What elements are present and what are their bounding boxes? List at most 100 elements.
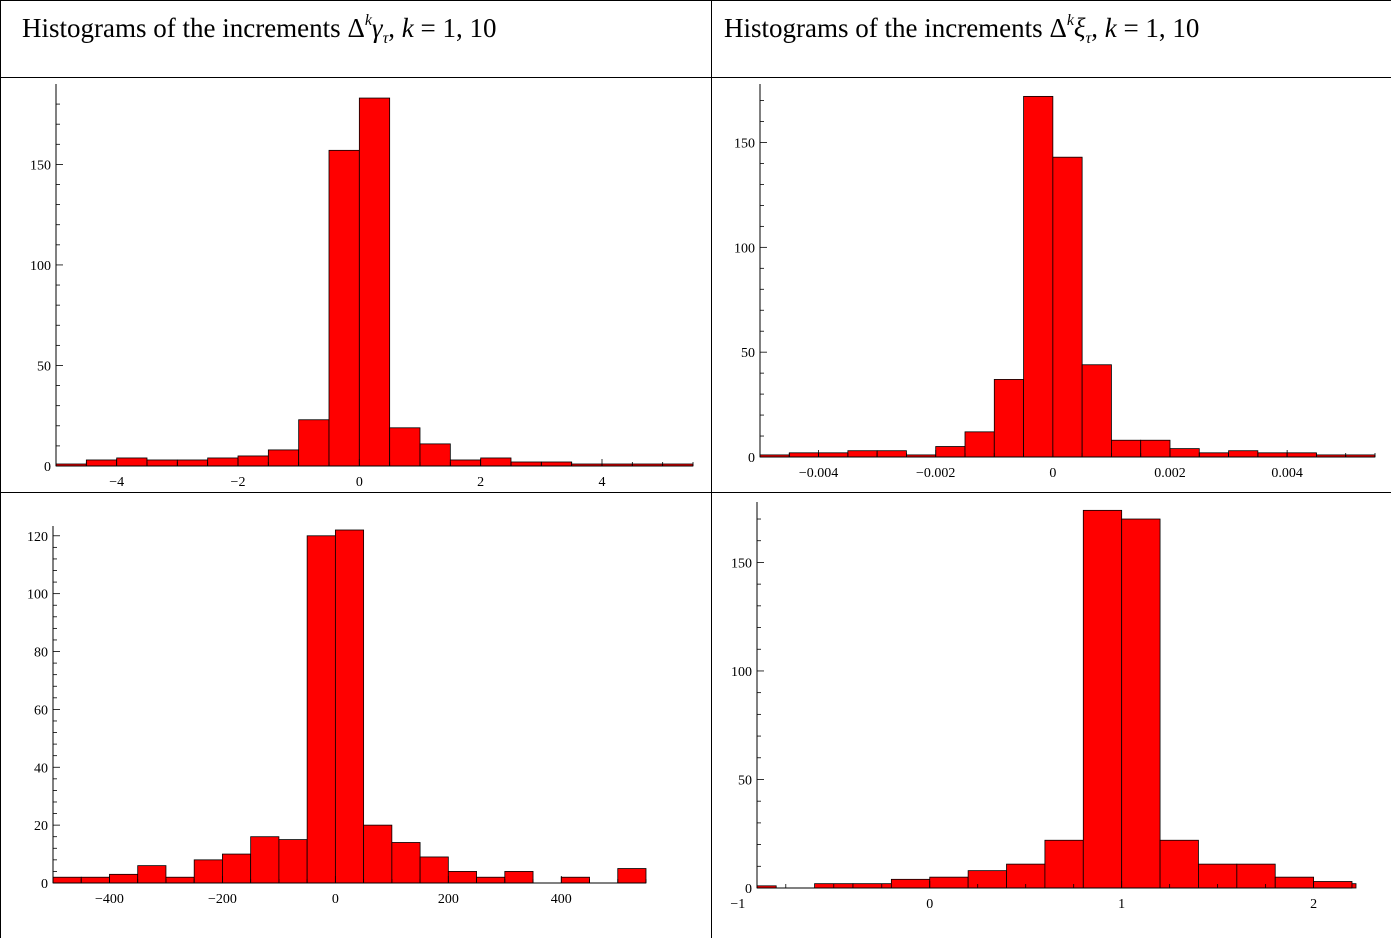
y-tick-label: 100 <box>731 665 752 680</box>
y-tick-label: 0 <box>745 882 752 897</box>
y-tick-label: 100 <box>27 588 48 603</box>
histogram-bar <box>1236 863 1276 889</box>
histogram-bar <box>278 839 308 884</box>
x-tick-label: −1 <box>730 897 745 912</box>
histogram-bar <box>1082 509 1123 889</box>
histogram-bar <box>929 876 969 889</box>
histogram-bar <box>1257 452 1288 458</box>
y-tick-label: 120 <box>27 530 48 545</box>
histogram-bar <box>176 459 209 467</box>
x-tick-label: −200 <box>208 892 237 907</box>
histogram-bar <box>391 842 421 884</box>
histogram-bar <box>1274 876 1315 889</box>
histogram-bar <box>852 883 892 889</box>
histogram-bar <box>137 865 167 884</box>
histogram-bar <box>1286 452 1317 458</box>
histogram-bar <box>298 419 330 467</box>
plot-row-divider <box>0 492 1391 493</box>
y-tick-label: 150 <box>734 137 755 152</box>
x-tick-label: 1 <box>1118 897 1125 912</box>
y-tick-label: 100 <box>30 259 51 274</box>
header-right-k: k <box>1104 13 1117 43</box>
header-right-sup: k <box>1066 12 1074 29</box>
y-tick-label: 60 <box>34 703 48 718</box>
header-right-sub: τ <box>1085 30 1092 47</box>
histogram-bar <box>419 856 449 884</box>
x-tick-label: −0.004 <box>799 466 838 481</box>
header-row-divider <box>0 77 1391 78</box>
histogram-bar <box>890 878 931 889</box>
histogram-xi-k1: 0 50 100 150 −0.004 −0.002 0 0.002 0.004 <box>734 84 1376 481</box>
histogram-bar <box>306 535 336 884</box>
histogram-bar <box>193 859 223 884</box>
x-tick-label: 2 <box>1310 897 1317 912</box>
header-left-delta: Δ <box>347 13 365 43</box>
column-divider <box>711 0 712 938</box>
histogram-bar <box>1313 881 1353 889</box>
histogram-bar <box>116 457 148 467</box>
histogram-bar <box>1159 839 1199 889</box>
histogram-bar <box>480 457 512 467</box>
histogram-bar <box>80 876 110 884</box>
histogram-bar <box>967 870 1007 889</box>
histogram-bar <box>334 529 365 884</box>
x-tick-label: −400 <box>95 892 124 907</box>
histogram-bar <box>222 853 252 884</box>
table-top-border <box>0 0 1391 1</box>
histogram-bar <box>358 97 391 467</box>
x-tick-label: 0 <box>1049 466 1056 481</box>
header-left-rest: = 1, 10 <box>413 13 497 43</box>
y-tick-label: 50 <box>741 346 755 361</box>
x-tick-label: −0.002 <box>916 466 955 481</box>
histogram-bar <box>1023 95 1054 458</box>
x-tick-label: −4 <box>109 475 124 490</box>
header-right-rest: = 1, 10 <box>1116 13 1200 43</box>
histogram-bar <box>250 836 280 884</box>
x-tick-label: 400 <box>551 892 572 907</box>
y-tick-label: 150 <box>30 158 51 173</box>
histogram-bar <box>1169 448 1200 458</box>
histogram-bar <box>876 450 907 458</box>
header-right-symbol: ξ <box>1073 13 1086 43</box>
histogram-bar <box>1140 439 1171 458</box>
histogram-bar <box>476 876 506 884</box>
x-tick-label: 0 <box>356 475 363 490</box>
x-tick-label: 0.002 <box>1154 466 1186 481</box>
histogram-bar <box>85 459 118 467</box>
histogram-bar <box>847 450 878 458</box>
histogram-bar <box>1052 156 1083 458</box>
histogram-bar <box>788 452 819 458</box>
histogram-bar <box>993 379 1024 458</box>
histogram-bar <box>1228 450 1259 458</box>
histogram-bar <box>237 455 269 467</box>
table-left-border <box>0 0 1 938</box>
histogram-bar <box>146 459 178 467</box>
histogram-gamma-k10: 0 20 40 60 80 100 120 −400 −200 0 200 400 <box>27 526 647 907</box>
histogram-bar <box>363 824 393 884</box>
y-tick-label: 50 <box>738 773 752 788</box>
histogram-bar <box>165 876 195 884</box>
y-tick-label: 100 <box>734 241 755 256</box>
y-tick-label: 0 <box>748 451 755 466</box>
header-left: Histograms of the increments Δkγτ, k = 1… <box>22 12 497 47</box>
y-tick-label: 150 <box>731 556 752 571</box>
histogram-bar <box>389 427 421 467</box>
histogram-bar <box>1198 452 1229 458</box>
histogram-bar <box>510 461 542 467</box>
histogram-bar <box>1351 883 1357 889</box>
histogram-gamma-k1: 0 50 100 150 −4 −2 0 2 4 <box>30 84 694 490</box>
histogram-bar <box>328 149 360 467</box>
histogram-bar <box>449 459 482 467</box>
y-tick-label: 40 <box>34 761 48 776</box>
histogram-bar <box>504 871 534 884</box>
x-tick-label: 0 <box>332 892 339 907</box>
histogram-bar <box>207 457 239 467</box>
y-tick-label: 0 <box>41 877 48 892</box>
header-left-symbol: γ <box>371 13 383 43</box>
header-right: Histograms of the increments Δkξτ, k = 1… <box>724 12 1200 47</box>
header-right-prefix: Histograms of the increments <box>724 13 1043 43</box>
header-right-delta: Δ <box>1049 13 1067 43</box>
histogram-bar <box>540 461 573 467</box>
